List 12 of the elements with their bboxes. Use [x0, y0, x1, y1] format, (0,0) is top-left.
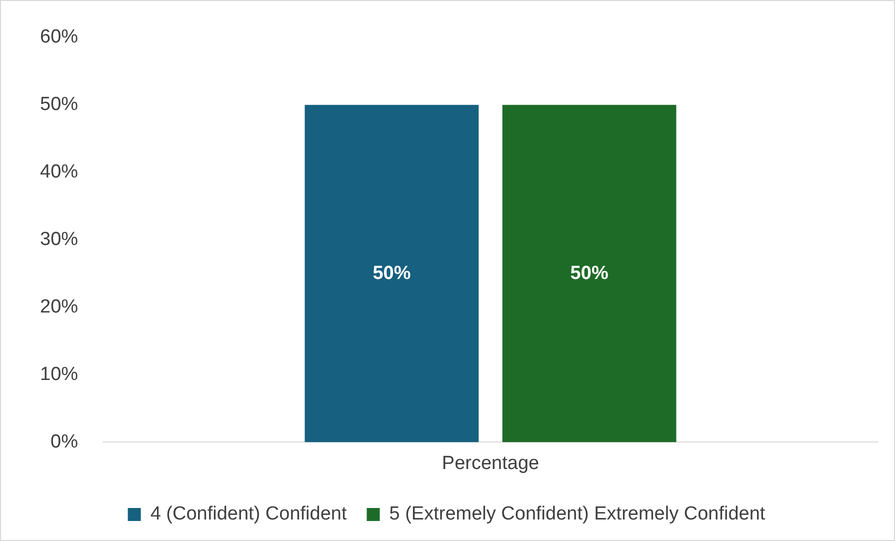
text: 50%	[372, 262, 411, 284]
y-tick-label: 0%	[50, 431, 78, 452]
legend-label: 5 (Extremely Confident) Extremely Confident	[389, 504, 766, 525]
x-tick-label: Percentage	[442, 452, 540, 474]
y-tick-label: 20%	[40, 296, 78, 318]
y-tick-label: 30%	[40, 229, 78, 250]
legend-label: 4 (Confident) Confident	[150, 504, 348, 525]
y-tick-label: 50%	[40, 94, 78, 116]
y-tick-label: 40%	[40, 162, 78, 183]
y-tick-label: 60%	[40, 26, 78, 48]
y-tick-label: 10%	[40, 364, 78, 385]
text: 50%	[570, 262, 608, 284]
